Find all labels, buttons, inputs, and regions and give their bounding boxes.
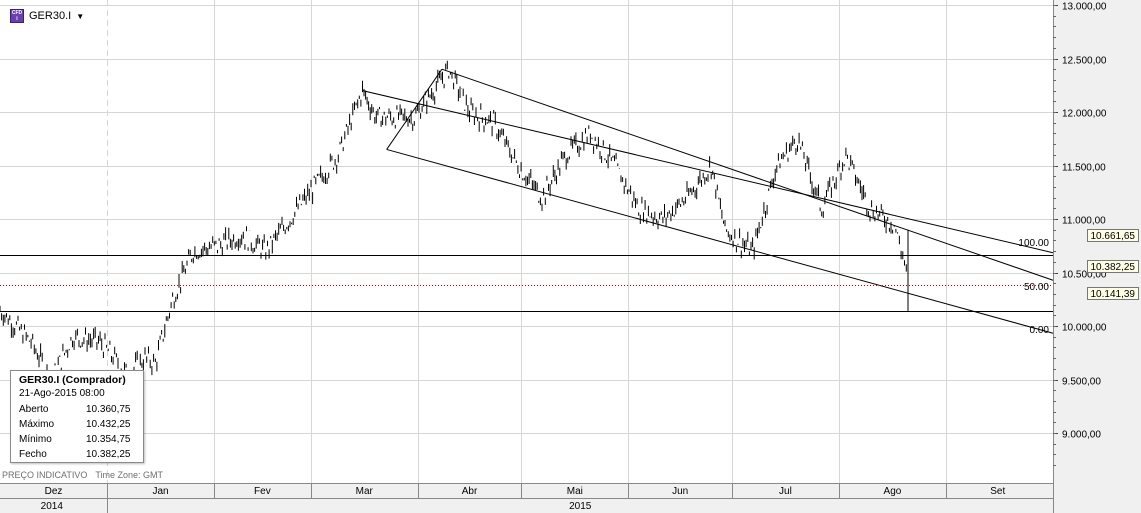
month-label: Mai (567, 486, 583, 497)
price-series (0, 60, 909, 388)
price-tag-upper: 10.661,65 (1086, 229, 1139, 242)
timezone-note: Time Zone: GMT (95, 470, 164, 480)
year-label: 2014 (41, 501, 64, 512)
price-tick-label: 11.500,00 (1062, 163, 1106, 174)
price-bars (0, 60, 907, 388)
chart-grid (0, 0, 1053, 483)
month-label: Dez (45, 486, 63, 497)
trend-channel[interactable] (362, 68, 1054, 334)
ohlc-row-high: Máximo 10.432,25 (19, 419, 131, 430)
horizontal-levels[interactable] (0, 255, 1053, 312)
price-tag-lower: 10.141,39 (1086, 287, 1139, 300)
month-label: Fev (254, 486, 271, 497)
fib-level-0: 0.00 (1029, 325, 1049, 336)
symbol-label[interactable]: GER30.I (29, 10, 72, 22)
chart-footer: PREÇO INDICATIVO Time Zone: GMT (2, 470, 163, 480)
ohlc-title: GER30.I (Comprador) (19, 374, 126, 386)
month-label: Set (990, 486, 1005, 497)
indicative-price-note: PREÇO INDICATIVO (2, 470, 88, 480)
month-label: Jun (672, 486, 688, 497)
ohlc-row-close: Fecho 10.382,25 (19, 449, 131, 460)
ohlc-info-box: GER30.I (Comprador) 21-Ago-2015 08:00 Ab… (10, 370, 144, 463)
price-tick-label: 9.000,00 (1062, 430, 1101, 441)
fib-level-100: 100.00 (1018, 238, 1049, 249)
ohlc-datetime: 21-Ago-2015 08:00 (19, 388, 105, 399)
price-tick-label: 12.000,00 (1062, 109, 1107, 120)
price-axis: 13.000,00 12.500,00 12.000,00 11.500,00 11.0… (1053, 0, 1141, 513)
cfd-i-icon: CFD i (10, 9, 24, 23)
channel-line (441, 68, 1054, 281)
month-label: Mar (356, 486, 374, 497)
channel-anchor-line (386, 68, 443, 150)
month-label: Abr (462, 486, 478, 497)
price-tick-label: 11.000,00 (1062, 216, 1106, 227)
price-axis-bg (1053, 0, 1141, 513)
price-tick-label: 10.000,00 (1062, 323, 1107, 334)
channel-line (386, 148, 1054, 334)
price-tick-label: 9.500,00 (1062, 377, 1101, 388)
year-label: 2015 (569, 501, 592, 512)
ohlc-row-low: Mínimo 10.354,75 (19, 434, 131, 445)
price-tag-current: 10.382,25 (1086, 260, 1139, 273)
chart-header: CFD i GER30.I ▼ (10, 8, 84, 24)
month-label: Jul (779, 486, 792, 497)
price-tick-label: 10.500,00 (1062, 270, 1107, 281)
ohlc-row-open: Aberto 10.360,75 (19, 404, 131, 415)
time-axis: Dez Jan Fev Mar Abr Mai Jun Jul Ago Set 2014 2015 (0, 483, 1053, 513)
caret-down-icon[interactable]: ▼ (76, 11, 85, 21)
fib-level-50: 50.00 (1023, 282, 1049, 293)
price-tick-label: 13.000,00 (1062, 2, 1107, 13)
month-label: Ago (884, 486, 902, 497)
price-tick-label: 12.500,00 (1062, 56, 1107, 67)
month-label: Jan (152, 486, 168, 497)
